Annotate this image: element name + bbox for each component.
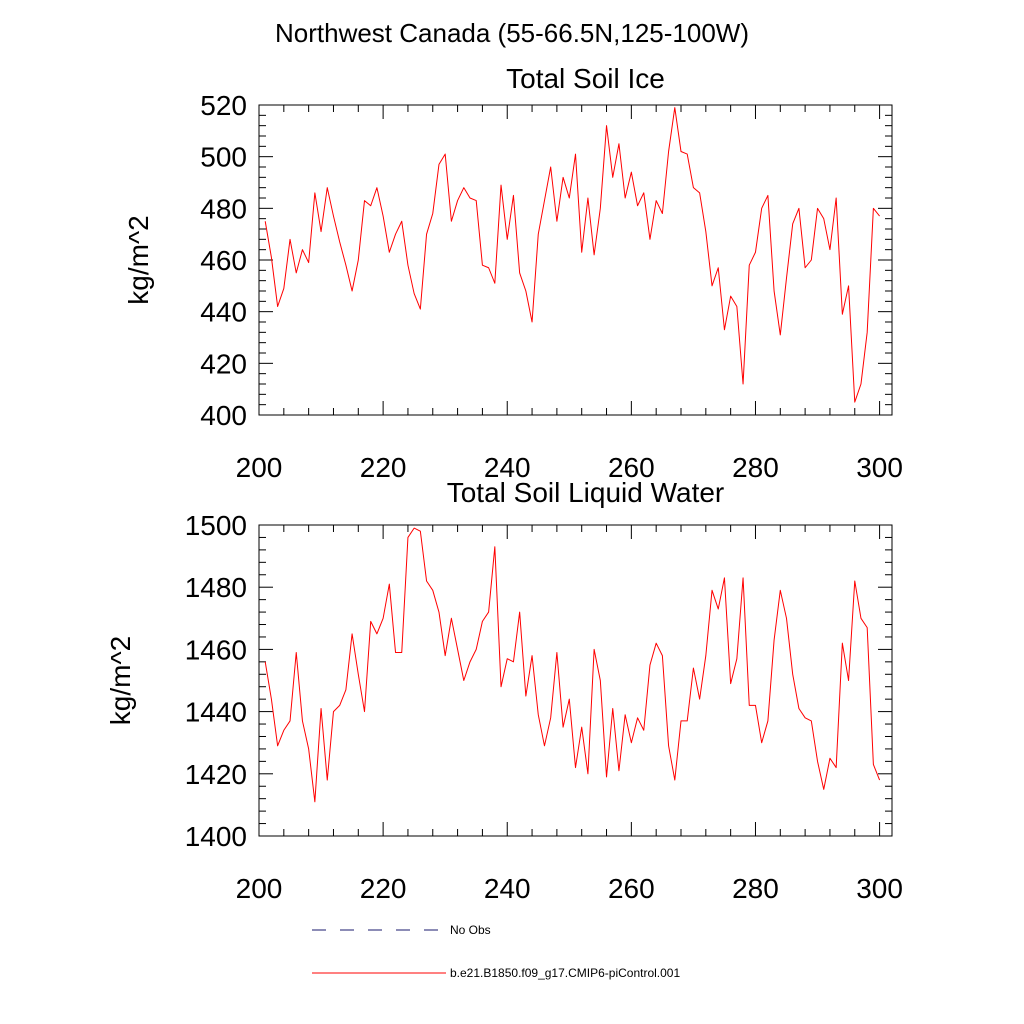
soil-ice-xtick-label: 240 [484,452,531,483]
soil-ice-series-line [264,107,880,403]
legend-no-obs-label: No Obs [450,923,491,937]
soil-ice-ytick-label: 400 [200,400,247,431]
soil-ice-title: Total Soil Ice [506,63,665,94]
figure-title: Northwest Canada (55-66.5N,125-100W) [275,18,749,48]
soil-liquid-water-ytick-label: 1500 [185,510,247,541]
chart-panel-soil-ice: 200 220 240 260 280 300 400 420 440 460 480 500 520 T… [123,63,903,483]
soil-ice-plot-frame [258,104,893,416]
legend: No Obs b.e21.B1850.f09_g17.CMIP6-piContr… [312,923,680,980]
soil-liquid-water-xtick-label: 260 [608,873,655,904]
soil-liquid-water-xtick-label: 220 [360,873,407,904]
soil-liquid-water-xtick-label: 240 [484,873,531,904]
soil-liquid-water-ytick-label: 1400 [185,821,247,852]
soil-ice-ytick-label: 440 [200,297,247,328]
soil-ice-xtick-label: 200 [236,452,283,483]
soil-liquid-water-ylabel: kg/m^2 [105,636,136,725]
soil-ice-ytick-label: 520 [200,90,247,121]
legend-model-label: b.e21.B1850.f09_g17.CMIP6-piControl.001 [450,966,680,980]
soil-ice-ytick-label: 500 [200,142,247,173]
soil-ice-xtick-label: 300 [856,452,903,483]
soil-liquid-water-ytick-label: 1440 [185,697,247,728]
soil-liquid-water-xtick-label: 280 [732,873,779,904]
soil-ice-xtick-label: 280 [732,452,779,483]
soil-ice-xtick-label: 220 [360,452,407,483]
soil-ice-ytick-label: 480 [200,193,247,224]
soil-ice-ytick-label: 420 [200,348,247,379]
soil-liquid-water-ytick-label: 1420 [185,759,247,790]
soil-liquid-water-xtick-label: 300 [856,873,903,904]
soil-liquid-water-series-line [264,527,881,803]
soil-liquid-water-title: Total Soil Liquid Water [447,477,725,508]
soil-liquid-water-xtick-label: 200 [236,873,283,904]
soil-liquid-water-ytick-label: 1480 [185,572,247,603]
soil-liquid-water-plot-frame [258,524,893,837]
soil-ice-xtick-label: 260 [608,452,655,483]
soil-ice-ylabel: kg/m^2 [123,215,154,304]
chart-panel-soil-liquid-water: 200 220 240 260 280 300 1400 1420 1440 1460 1480 15… [105,477,903,904]
soil-liquid-water-ytick-label: 1460 [185,634,247,665]
soil-ice-ytick-label: 460 [200,245,247,276]
